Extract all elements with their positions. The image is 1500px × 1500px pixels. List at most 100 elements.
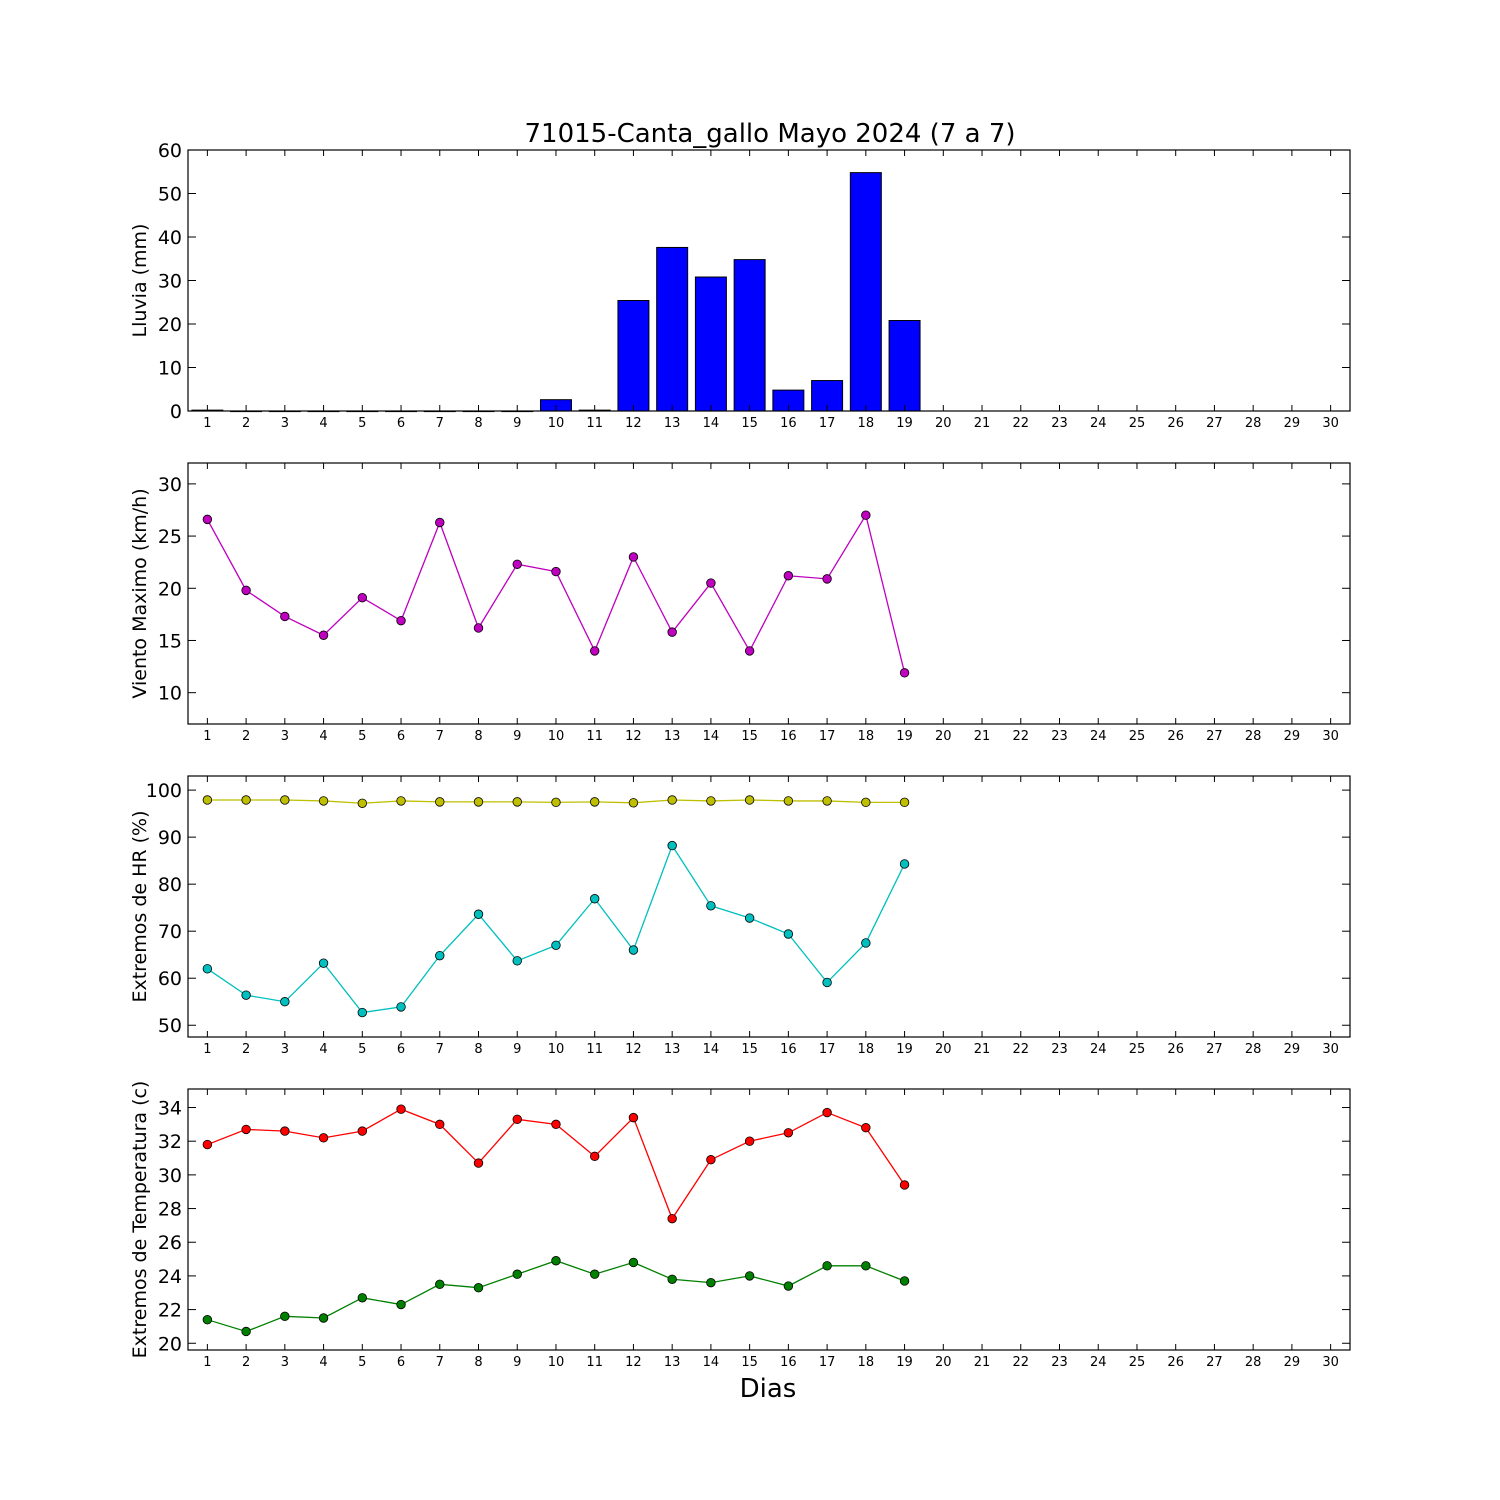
y-tick-label: 20 bbox=[158, 1333, 182, 1355]
point-viento-0-day-1 bbox=[202, 514, 213, 525]
x-tick-label: 14 bbox=[703, 1042, 720, 1057]
point-humedad-1-day-11 bbox=[590, 894, 600, 904]
point-temperatura-1-day-9 bbox=[512, 1269, 522, 1279]
point-temperatura-1-day-10 bbox=[551, 1256, 561, 1266]
x-tick-label: 16 bbox=[780, 729, 797, 744]
point-humedad-1-day-9 bbox=[512, 956, 522, 966]
x-tick-label: 24 bbox=[1090, 1355, 1107, 1370]
point-viento-0-day-11 bbox=[590, 646, 600, 656]
point-viento-0-day-8 bbox=[473, 623, 484, 633]
y-tick-label: 20 bbox=[158, 314, 182, 336]
point-humedad-1-day-19 bbox=[899, 859, 910, 869]
point-viento-0-day-18 bbox=[861, 510, 871, 520]
x-tick-label: 15 bbox=[741, 729, 758, 744]
point-humedad-0-day-16 bbox=[783, 796, 794, 806]
y-tick-label: 30 bbox=[158, 1165, 182, 1187]
x-tick-label: 30 bbox=[1322, 1355, 1339, 1370]
point-viento-0-day-17 bbox=[822, 574, 832, 584]
x-tick-label: 27 bbox=[1206, 1355, 1223, 1370]
x-tick-label: 25 bbox=[1129, 1355, 1146, 1370]
x-tick-label: 11 bbox=[586, 1042, 603, 1057]
x-tick-label: 26 bbox=[1167, 729, 1184, 744]
point-temperatura-0-day-2 bbox=[241, 1124, 251, 1135]
point-temperatura-1-day-18 bbox=[861, 1261, 871, 1271]
panel-humedad: 1 2 3 4 5 6 7 8 9 10 11 12 13 14 15 16 17 18 19 20 21 22 23 24 2… bbox=[129, 775, 1351, 1057]
x-tick-label: 25 bbox=[1129, 1042, 1146, 1057]
point-humedad-1-day-10 bbox=[551, 940, 561, 950]
x-tick-label: 14 bbox=[703, 416, 720, 431]
x-tick-label: 9 bbox=[513, 729, 521, 744]
x-tick-label: 26 bbox=[1167, 1355, 1184, 1370]
x-tick-label: 8 bbox=[474, 1042, 482, 1057]
point-temperatura-0-day-1 bbox=[202, 1139, 213, 1150]
point-temperatura-0-day-18 bbox=[861, 1123, 871, 1133]
x-tick-label: 2 bbox=[242, 416, 250, 431]
point-temperatura-1-day-11 bbox=[590, 1269, 600, 1279]
point-viento-0-day-13 bbox=[667, 627, 677, 637]
x-tick-label: 9 bbox=[513, 1042, 521, 1057]
x-tick-label: 16 bbox=[780, 1355, 797, 1370]
x-tick-label: 9 bbox=[513, 416, 521, 431]
x-tick-label: 22 bbox=[1012, 1042, 1029, 1057]
x-tick-label: 24 bbox=[1090, 1042, 1107, 1057]
point-temperatura-1-day-6 bbox=[396, 1299, 406, 1310]
x-tick-label: 13 bbox=[664, 416, 681, 431]
point-humedad-1-day-3 bbox=[280, 997, 290, 1007]
panel-temperatura: 1 2 3 4 5 6 7 8 9 10 11 12 13 14 15 16 17 18 19 20 21 22 23 24 2… bbox=[129, 1081, 1351, 1370]
x-tick-label: 17 bbox=[819, 729, 836, 744]
x-tick-label: 7 bbox=[436, 416, 444, 431]
x-tick-label: 17 bbox=[819, 1355, 836, 1370]
y-axis-label-viento: Viento Maximo (km/h) bbox=[129, 488, 151, 698]
point-humedad-1-day-12 bbox=[628, 945, 639, 955]
x-tick-label: 11 bbox=[586, 416, 603, 431]
y-tick-label: 30 bbox=[158, 271, 182, 293]
y-tick-label: 15 bbox=[158, 630, 182, 652]
x-tick-label: 15 bbox=[741, 1042, 758, 1057]
x-tick-label: 2 bbox=[242, 729, 250, 744]
series-line-temperatura-1 bbox=[207, 1260, 905, 1333]
x-tick-label: 3 bbox=[281, 729, 289, 744]
x-tick-label: 28 bbox=[1245, 1042, 1262, 1057]
axes-frame-temperatura bbox=[187, 1088, 1351, 1351]
y-tick-label: 22 bbox=[158, 1300, 182, 1322]
x-tick-label: 30 bbox=[1322, 729, 1339, 744]
x-tick-label: 26 bbox=[1167, 1042, 1184, 1057]
chart-title: 71015-Canta_gallo Mayo 2024 (7 a 7) bbox=[524, 119, 1015, 149]
point-humedad-0-day-12 bbox=[628, 798, 639, 808]
point-temperatura-0-day-15 bbox=[744, 1136, 755, 1146]
point-temperatura-0-day-12 bbox=[628, 1112, 639, 1123]
point-humedad-1-day-15 bbox=[744, 913, 755, 923]
point-humedad-0-day-18 bbox=[861, 797, 871, 808]
y-tick-label: 60 bbox=[158, 968, 182, 990]
x-tick-label: 5 bbox=[358, 1042, 366, 1057]
x-tick-label: 19 bbox=[896, 729, 913, 744]
y-tick-label: 40 bbox=[158, 227, 182, 249]
y-tick-label: 60 bbox=[158, 140, 182, 162]
x-tick-label: 13 bbox=[664, 1355, 681, 1370]
panel-lluvia: 1 2 3 4 5 6 7 8 9 10 11 12 13 14 15 16 17 18 19 20 21 22 23 24 2… bbox=[129, 140, 1351, 431]
y-tick-label: 26 bbox=[158, 1232, 182, 1254]
point-viento-0-day-14 bbox=[706, 578, 716, 588]
y-tick-label: 0 bbox=[170, 401, 182, 423]
x-tick-label: 19 bbox=[896, 1042, 913, 1057]
point-temperatura-0-day-11 bbox=[590, 1151, 600, 1162]
point-temperatura-1-day-1 bbox=[202, 1314, 213, 1325]
point-temperatura-1-day-15 bbox=[744, 1271, 755, 1281]
x-tick-label: 5 bbox=[358, 1355, 366, 1370]
x-tick-label: 20 bbox=[935, 416, 952, 431]
x-tick-label: 1 bbox=[203, 1042, 211, 1057]
point-humedad-0-day-4 bbox=[318, 796, 329, 806]
x-tick-label: 28 bbox=[1245, 1355, 1262, 1370]
x-tick-label: 19 bbox=[896, 416, 913, 431]
point-humedad-1-day-4 bbox=[318, 958, 329, 968]
x-tick-label: 23 bbox=[1051, 416, 1068, 431]
point-humedad-0-day-13 bbox=[667, 795, 677, 805]
x-tick-label: 10 bbox=[548, 729, 565, 744]
x-tick-label: 14 bbox=[703, 729, 720, 744]
axes-frame-viento bbox=[187, 462, 1351, 725]
point-temperatura-1-day-4 bbox=[318, 1313, 329, 1323]
point-temperatura-0-day-7 bbox=[435, 1119, 445, 1130]
x-tick-label: 24 bbox=[1090, 729, 1107, 744]
point-temperatura-0-day-4 bbox=[318, 1133, 329, 1143]
point-temperatura-1-day-14 bbox=[706, 1277, 716, 1288]
